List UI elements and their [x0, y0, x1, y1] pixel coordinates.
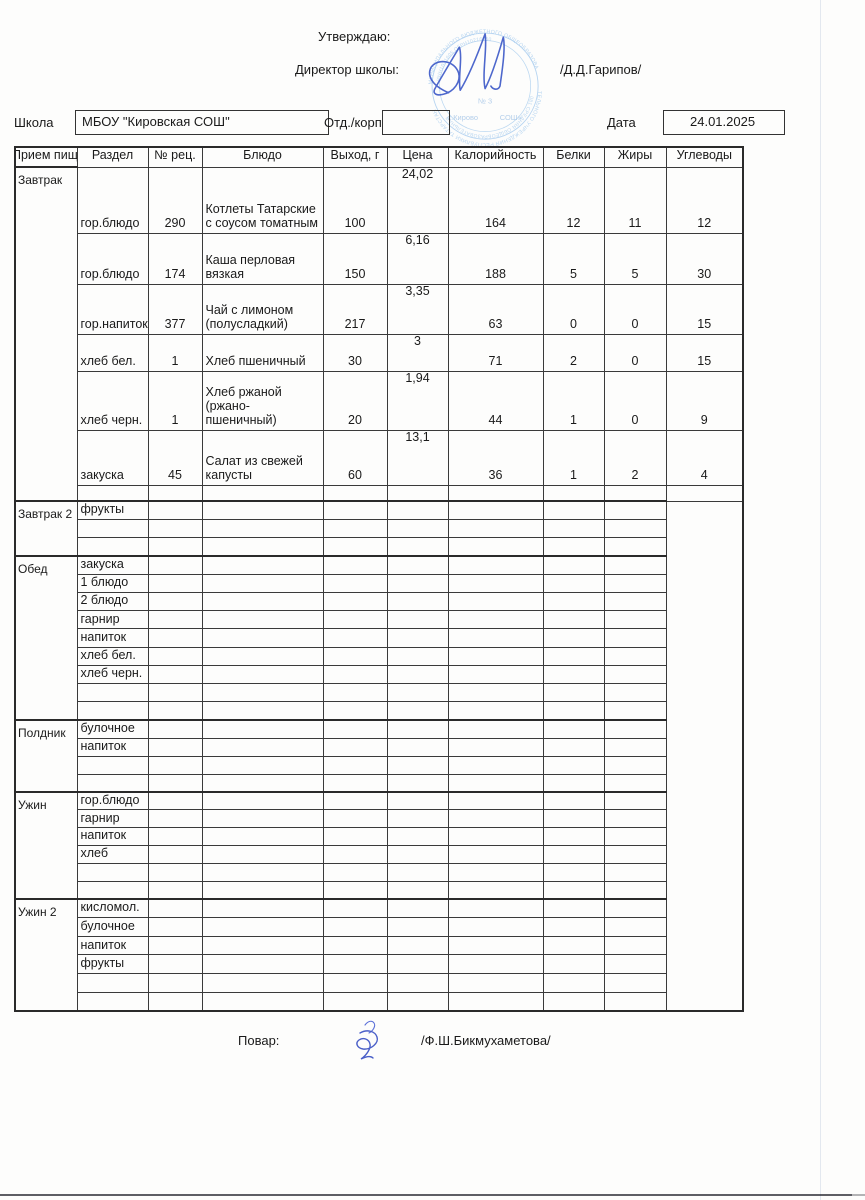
svg-text:СОШ»: СОШ»	[500, 113, 522, 122]
svg-text:с.Кирово: с.Кирово	[447, 113, 478, 122]
svg-text:№ 3: № 3	[478, 96, 492, 105]
